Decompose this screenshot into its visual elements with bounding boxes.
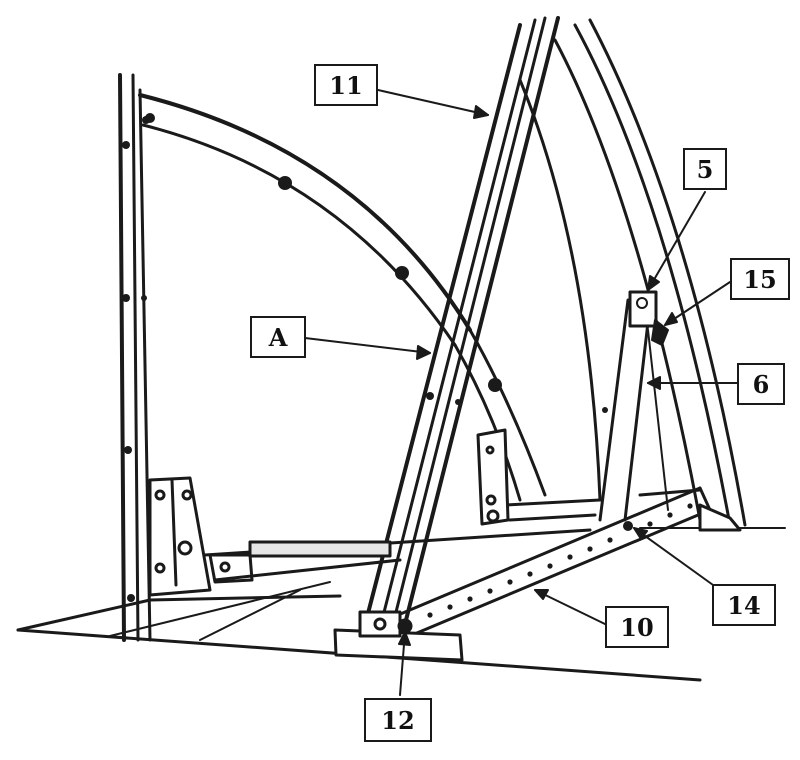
base-rails (203, 488, 702, 582)
callout-11: 11 (314, 64, 378, 106)
callout-14: 14 (712, 584, 776, 626)
left-bracket (148, 476, 254, 597)
callout-6: 6 (737, 363, 785, 405)
back-arch-frame (518, 18, 747, 527)
callout-10: 10 (605, 606, 669, 648)
callout-a: A (250, 316, 306, 358)
diagonal-leg (363, 16, 560, 630)
perforated-angle (396, 486, 712, 640)
callout-12: 12 (364, 698, 432, 742)
callout-5: 5 (683, 148, 727, 190)
left-vertical-post (118, 73, 152, 642)
center-bracket (476, 428, 510, 526)
foot-blocks (333, 503, 742, 662)
curved-arch-member (138, 93, 547, 502)
leader-lines (304, 89, 738, 696)
rear-post (598, 290, 669, 522)
callout-15: 15 (730, 258, 790, 300)
